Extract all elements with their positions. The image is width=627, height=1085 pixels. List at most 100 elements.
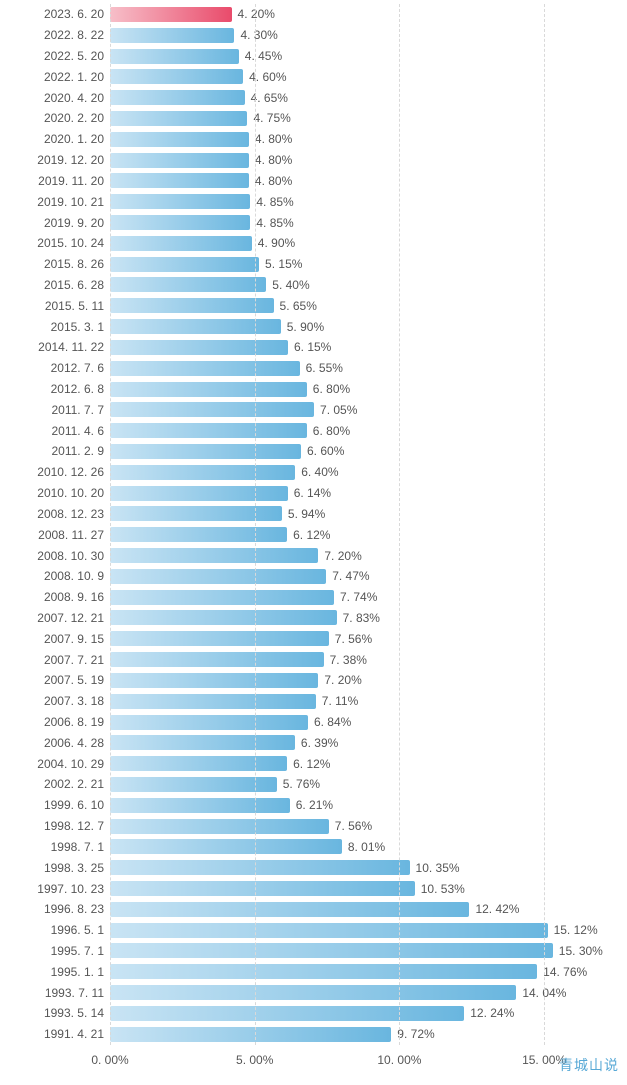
bar-row: 1998. 7. 18. 01% xyxy=(110,837,602,858)
bar-value-label: 7. 74% xyxy=(340,590,377,604)
y-tick-label: 2015. 3. 1 xyxy=(0,321,104,333)
bar-row: 1995. 1. 114. 76% xyxy=(110,961,602,982)
bar-value-label: 9. 72% xyxy=(397,1027,434,1041)
y-tick-label: 2015. 5. 11 xyxy=(0,300,104,312)
bar: 7. 56% xyxy=(110,631,329,646)
bar-row: 2020. 1. 204. 80% xyxy=(110,129,602,150)
bar: 7. 20% xyxy=(110,673,318,688)
bar: 6. 12% xyxy=(110,756,287,771)
bar-value-label: 15. 30% xyxy=(559,944,603,958)
bar-row: 2002. 2. 215. 76% xyxy=(110,774,602,795)
bar-row: 2015. 10. 244. 90% xyxy=(110,233,602,254)
bar-row: 2020. 2. 204. 75% xyxy=(110,108,602,129)
bar-row: 1993. 5. 1412. 24% xyxy=(110,1003,602,1024)
bar: 7. 56% xyxy=(110,819,329,834)
gridline xyxy=(110,4,111,1045)
y-tick-label: 2015. 6. 28 xyxy=(0,279,104,291)
bar: 4. 80% xyxy=(110,153,249,168)
y-tick-label: 2006. 8. 19 xyxy=(0,716,104,728)
bar-row: 1996. 8. 2312. 42% xyxy=(110,899,602,920)
bar-rows-container: 2023. 6. 204. 20%2022. 8. 224. 30%2022. … xyxy=(110,4,602,1045)
y-tick-label: 1999. 6. 10 xyxy=(0,799,104,811)
y-tick-label: 2007. 5. 19 xyxy=(0,674,104,686)
bar: 10. 53% xyxy=(110,881,415,896)
bar-row: 1997. 10. 2310. 53% xyxy=(110,878,602,899)
bar: 4. 65% xyxy=(110,90,245,105)
bar-row: 2015. 8. 265. 15% xyxy=(110,254,602,275)
bar-value-label: 5. 65% xyxy=(280,299,317,313)
bar-value-label: 5. 76% xyxy=(283,777,320,791)
bar: 4. 60% xyxy=(110,69,243,84)
y-tick-label: 2014. 11. 22 xyxy=(0,341,104,353)
bar-value-label: 4. 85% xyxy=(256,195,293,209)
y-tick-label: 2008. 11. 27 xyxy=(0,529,104,541)
y-tick-label: 2022. 5. 20 xyxy=(0,50,104,62)
y-tick-label: 2019. 11. 20 xyxy=(0,175,104,187)
bar: 4. 90% xyxy=(110,236,252,251)
bar-row: 2014. 11. 226. 15% xyxy=(110,337,602,358)
bar-value-label: 12. 42% xyxy=(475,902,519,916)
bar-value-label: 7. 83% xyxy=(343,611,380,625)
bar-value-label: 6. 15% xyxy=(294,340,331,354)
bar-row: 2019. 9. 204. 85% xyxy=(110,212,602,233)
bar-value-label: 10. 35% xyxy=(416,861,460,875)
x-tick-label: 10. 00% xyxy=(377,1053,421,1067)
bar-row: 1991. 4. 219. 72% xyxy=(110,1024,602,1045)
bar-value-label: 6. 21% xyxy=(296,798,333,812)
bar-value-label: 4. 65% xyxy=(251,91,288,105)
bar: 5. 76% xyxy=(110,777,277,792)
y-tick-label: 2015. 8. 26 xyxy=(0,258,104,270)
bar: 5. 94% xyxy=(110,506,282,521)
bar: 7. 74% xyxy=(110,590,334,605)
bar-row: 1998. 3. 2510. 35% xyxy=(110,857,602,878)
plot-area: 2023. 6. 204. 20%2022. 8. 224. 30%2022. … xyxy=(110,4,602,1045)
y-tick-label: 2012. 7. 6 xyxy=(0,362,104,374)
bar: 6. 84% xyxy=(110,715,308,730)
bar: 7. 05% xyxy=(110,402,314,417)
bar: 7. 11% xyxy=(110,694,316,709)
bar-value-label: 4. 30% xyxy=(240,28,277,42)
bar: 10. 35% xyxy=(110,860,410,875)
y-tick-label: 2020. 2. 20 xyxy=(0,112,104,124)
bar-row: 2015. 5. 115. 65% xyxy=(110,295,602,316)
bar: 7. 20% xyxy=(110,548,318,563)
bar-row: 2006. 8. 196. 84% xyxy=(110,712,602,733)
bar: 4. 75% xyxy=(110,111,247,126)
x-tick-label: 0. 00% xyxy=(91,1053,128,1067)
bar-value-label: 8. 01% xyxy=(348,840,385,854)
y-tick-label: 2008. 10. 9 xyxy=(0,570,104,582)
bar-value-label: 7. 11% xyxy=(322,694,358,708)
bar: 12. 42% xyxy=(110,902,469,917)
bar-row: 2010. 10. 206. 14% xyxy=(110,483,602,504)
y-tick-label: 2012. 6. 8 xyxy=(0,383,104,395)
bar: 6. 12% xyxy=(110,527,287,542)
bar-row: 2010. 12. 266. 40% xyxy=(110,462,602,483)
bar-row: 2011. 7. 77. 05% xyxy=(110,399,602,420)
bar-row: 2007. 3. 187. 11% xyxy=(110,691,602,712)
y-tick-label: 2010. 12. 26 xyxy=(0,466,104,478)
gridline xyxy=(399,4,400,1045)
bar: 4. 30% xyxy=(110,28,234,43)
bar-value-label: 4. 75% xyxy=(253,111,290,125)
bar-value-label: 12. 24% xyxy=(470,1006,514,1020)
y-tick-label: 2007. 9. 15 xyxy=(0,633,104,645)
bar-row: 2007. 9. 157. 56% xyxy=(110,628,602,649)
bar-value-label: 6. 40% xyxy=(301,465,338,479)
y-tick-label: 2022. 8. 22 xyxy=(0,29,104,41)
bar-value-label: 5. 94% xyxy=(288,507,325,521)
bar: 8. 01% xyxy=(110,839,342,854)
bar-value-label: 7. 56% xyxy=(335,819,372,833)
bar-row: 2011. 2. 96. 60% xyxy=(110,441,602,462)
bar: 6. 14% xyxy=(110,486,288,501)
bar-value-label: 4. 80% xyxy=(255,153,292,167)
bar: 6. 39% xyxy=(110,735,295,750)
bar-row: 2020. 4. 204. 65% xyxy=(110,87,602,108)
bar-value-label: 4. 85% xyxy=(256,216,293,230)
bar-row: 2008. 10. 97. 47% xyxy=(110,566,602,587)
bar-row: 2006. 4. 286. 39% xyxy=(110,732,602,753)
y-tick-label: 2020. 1. 20 xyxy=(0,133,104,145)
bar-value-label: 4. 45% xyxy=(245,49,282,63)
bar-row: 2023. 6. 204. 20% xyxy=(110,4,602,25)
y-tick-label: 1991. 4. 21 xyxy=(0,1028,104,1040)
bar-row: 2008. 11. 276. 12% xyxy=(110,524,602,545)
